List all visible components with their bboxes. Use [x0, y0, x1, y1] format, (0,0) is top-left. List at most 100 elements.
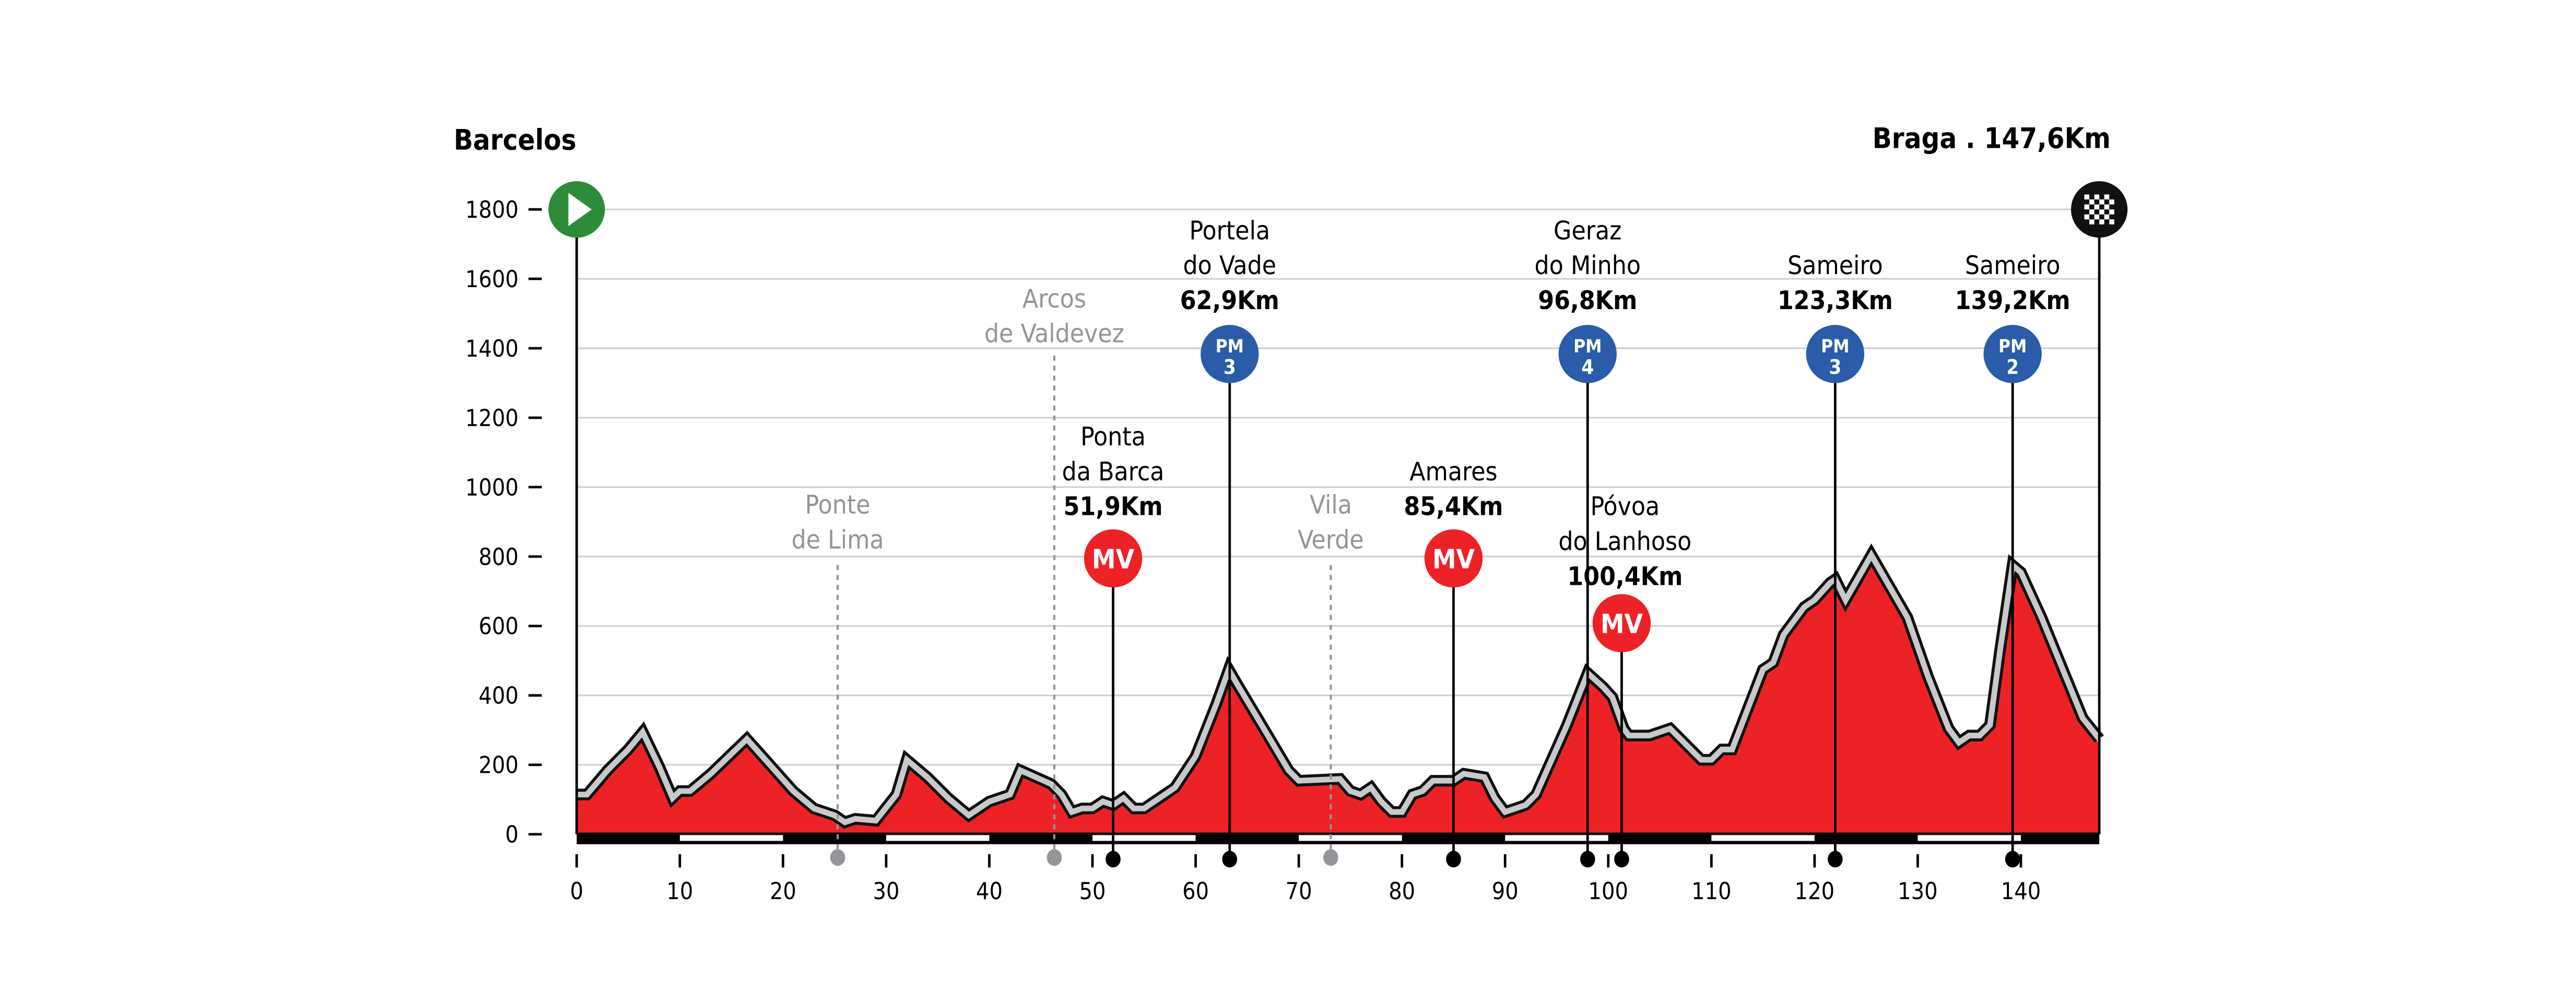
x-tick-label: 70 — [1286, 878, 1312, 905]
distance-bar-segment — [886, 835, 990, 841]
checkered-flag-icon — [2109, 209, 2114, 215]
climb-category-number: 4 — [1581, 356, 1594, 379]
checkered-flag-icon — [2084, 214, 2089, 220]
checkered-flag-icon — [2084, 204, 2089, 210]
climb-badge-icon — [1201, 325, 1259, 383]
distance-bar — [577, 832, 2100, 844]
y-tick-label: 600 — [478, 613, 518, 640]
x-tick-label: 50 — [1079, 878, 1106, 905]
checkered-flag-icon — [2094, 214, 2100, 220]
climb-category: PM — [1821, 336, 1849, 357]
climb-category-number: 3 — [1224, 356, 1236, 379]
checkered-flag-icon — [2094, 204, 2100, 210]
sprint-badge-icon — [1424, 529, 1483, 588]
grid-lines — [577, 208, 2100, 766]
climb-dot — [1222, 851, 1238, 868]
sprint-label: Amares — [1409, 456, 1497, 487]
town-dot — [1323, 849, 1338, 866]
climb-label: 123,3Km — [1778, 285, 1893, 315]
x-tick-label: 140 — [2001, 878, 2041, 905]
sprint-badge-icon — [1592, 594, 1651, 653]
checkered-flag-icon — [2104, 194, 2110, 199]
sprint-label: da Barca — [1062, 456, 1165, 487]
town-label: de Lima — [792, 524, 884, 555]
distance-bar-segment — [1505, 835, 1608, 841]
y-tick-label: 1400 — [465, 335, 519, 362]
y-tick-label: 1000 — [465, 474, 519, 501]
sprint-label: 51,9Km — [1064, 491, 1163, 522]
x-axis: 0 10 20 30 40 50 60 70 80 90 100 110 120 130 140 — [570, 854, 2041, 905]
x-tick-label: 30 — [873, 878, 899, 905]
distance-bar-segment — [1299, 835, 1402, 841]
checkered-flag-icon — [2109, 199, 2114, 205]
checkered-flag-icon — [2084, 194, 2089, 199]
markers: Ponte de Lima Arcos de Valdevez Vila Verde MV P… — [548, 181, 2128, 868]
climb-badge-icon — [1983, 325, 2042, 383]
y-tick-label: 800 — [478, 544, 518, 571]
town-dot — [1046, 849, 1062, 866]
x-tick-label: 40 — [976, 878, 1003, 905]
elevation-line — [577, 549, 2102, 826]
climb-label: Sameiro — [1965, 250, 2061, 280]
climb-dot — [1828, 851, 1843, 868]
y-tick-label: 0 — [505, 821, 518, 848]
sprint-label: 85,4Km — [1404, 491, 1503, 522]
climb-category-number: 3 — [1829, 356, 1841, 379]
y-axis: 0 200 400 600 800 1000 1200 1400 1600 1800 — [465, 196, 542, 848]
elevation-area — [577, 560, 2100, 834]
sprint-badge-label: MV — [1432, 545, 1475, 575]
sprint-label: Póvoa — [1590, 491, 1660, 522]
sprint-dot — [1446, 851, 1461, 868]
checkered-flag-icon — [2109, 219, 2114, 225]
x-tick-label: 90 — [1492, 878, 1519, 905]
x-tick-label: 100 — [1589, 878, 1628, 905]
climb-category: PM — [1998, 336, 2027, 357]
climb-label: Sameiro — [1787, 250, 1883, 280]
checkered-flag-icon — [2099, 209, 2104, 215]
distance-bar-segment — [1092, 835, 1196, 841]
climb-label: 62,9Km — [1180, 285, 1279, 315]
checkered-flag-icon — [2099, 199, 2104, 205]
distance-bar-segment — [679, 835, 783, 841]
checkered-flag-icon — [2094, 194, 2100, 199]
town-label: Arcos — [1022, 284, 1086, 314]
x-tick-label: 20 — [770, 878, 796, 905]
x-tick-label: 130 — [1898, 878, 1937, 905]
sprint-badge-icon — [1084, 529, 1143, 588]
distance-bar-segment — [1711, 835, 1815, 841]
climb-label: do Vade — [1183, 250, 1276, 280]
town-label: Ponte — [805, 489, 871, 520]
distance-bar-segment — [1918, 835, 2021, 841]
town-label: de Valdevez — [984, 319, 1124, 349]
sprint-label: do Lanhoso — [1558, 526, 1691, 557]
climb-label: 139,2Km — [1955, 285, 2071, 315]
x-tick-label: 120 — [1795, 878, 1834, 905]
town-label: Vila — [1310, 489, 1352, 520]
climb-label: do Minho — [1535, 250, 1641, 280]
climb-dot — [1580, 851, 1595, 868]
sprint-dot — [1105, 851, 1121, 868]
checkered-flag-icon — [2089, 219, 2095, 225]
x-tick-label: 10 — [666, 878, 693, 905]
finish-title: Braga . 147,6Km — [1873, 122, 2111, 155]
checkered-flag-icon — [2089, 199, 2095, 205]
y-tick-label: 1200 — [465, 405, 519, 432]
sprint-label: Ponta — [1080, 421, 1146, 452]
sprint-label: 100,4Km — [1567, 561, 1683, 591]
sprint-badge-label: MV — [1601, 609, 1643, 640]
sprint-dot — [1614, 851, 1629, 868]
climb-badge-icon — [1558, 325, 1617, 383]
x-tick-label: 110 — [1691, 878, 1731, 905]
climb-badge-icon — [1806, 325, 1865, 383]
start-title: Barcelos — [454, 124, 577, 157]
climb-label: Portela — [1189, 215, 1270, 245]
profile — [577, 543, 2104, 834]
y-tick-label: 1600 — [465, 266, 519, 293]
y-tick-label: 400 — [478, 682, 518, 710]
checkered-flag-icon — [2089, 209, 2095, 215]
y-tick-label: 200 — [478, 752, 518, 779]
climb-category-number: 2 — [2006, 356, 2019, 379]
x-tick-label: 60 — [1182, 878, 1209, 905]
checkered-flag-icon — [2104, 204, 2110, 210]
